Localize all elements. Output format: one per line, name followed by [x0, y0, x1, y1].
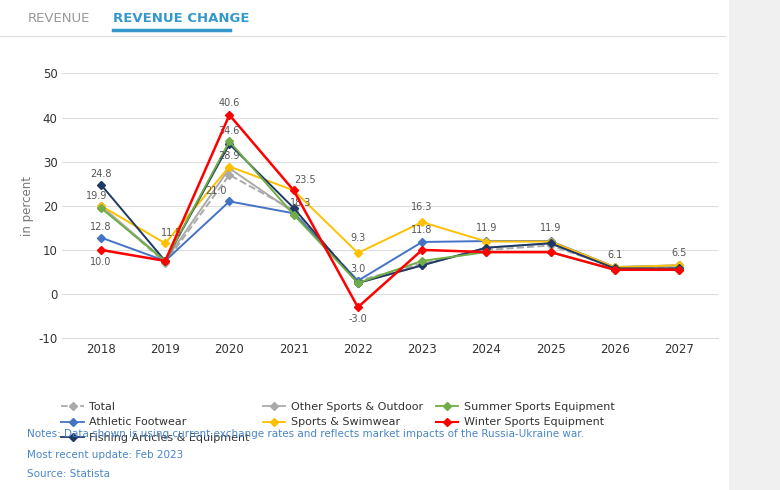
- Text: Notes: Data shown is using current exchange rates and reflects market impacts of: Notes: Data shown is using current excha…: [27, 429, 584, 439]
- Text: 16.3: 16.3: [411, 202, 433, 212]
- Text: 9.3: 9.3: [350, 233, 366, 243]
- Y-axis label: in percent: in percent: [21, 176, 34, 236]
- Text: REVENUE CHANGE: REVENUE CHANGE: [113, 12, 250, 25]
- Text: 34.6: 34.6: [218, 126, 240, 136]
- Text: 21.0: 21.0: [205, 186, 226, 196]
- Legend: Total, Athletic Footwear, Fishing Articles & Equipment, Other Sports & Outdoor, : Total, Athletic Footwear, Fishing Articl…: [62, 402, 615, 443]
- Text: 23.5: 23.5: [294, 175, 316, 185]
- Text: 6.1: 6.1: [607, 250, 622, 260]
- Text: 40.6: 40.6: [218, 98, 240, 108]
- Text: 11.8: 11.8: [411, 225, 433, 235]
- Text: 11.9: 11.9: [540, 223, 562, 233]
- Text: 18.3: 18.3: [290, 198, 311, 208]
- Text: 28.9: 28.9: [218, 151, 240, 161]
- Text: 24.8: 24.8: [90, 169, 112, 179]
- Text: 11.5: 11.5: [161, 228, 183, 238]
- Text: Source: Statista: Source: Statista: [27, 469, 110, 479]
- Text: Most recent update: Feb 2023: Most recent update: Feb 2023: [27, 450, 183, 460]
- Text: 12.8: 12.8: [90, 222, 112, 232]
- Text: REVENUE: REVENUE: [27, 12, 90, 25]
- Text: 19.9: 19.9: [86, 191, 108, 201]
- Text: 6.5: 6.5: [672, 248, 686, 258]
- Text: 3.0: 3.0: [350, 264, 366, 274]
- Text: 10.0: 10.0: [90, 257, 112, 267]
- Text: 11.9: 11.9: [476, 223, 497, 233]
- Text: -3.0: -3.0: [349, 314, 367, 324]
